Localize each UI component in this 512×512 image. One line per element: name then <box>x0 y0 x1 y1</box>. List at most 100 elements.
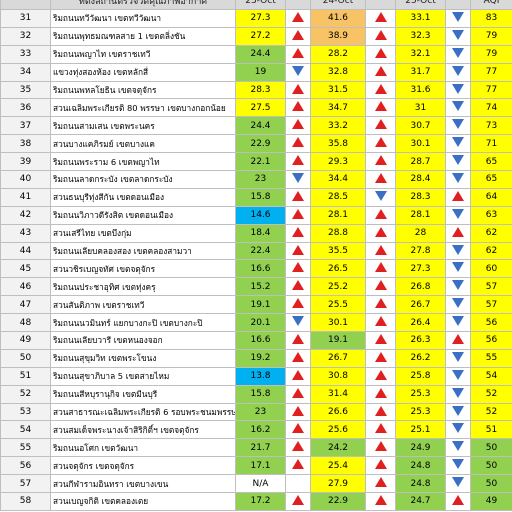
arrow-shape <box>374 244 387 255</box>
trend-cell <box>445 277 471 297</box>
pm-value: 25.8 <box>395 366 446 386</box>
arrow-shape <box>374 101 387 112</box>
location: ริมถนนเลียบคลองสอง เขตคลองสามวา <box>50 241 236 261</box>
row: 41 สวนธนบุรีทุ่งสีกัน เขตดอนเมือง 15.8 28.5… <box>0 187 512 207</box>
trend-cell <box>445 62 471 82</box>
arrow-shape <box>452 423 464 434</box>
arrow-shape <box>292 137 304 148</box>
pm-value: 27.9 <box>310 474 366 494</box>
arrow-down <box>452 262 464 273</box>
arrow-up <box>374 459 387 470</box>
row: 39 ริมถนนพระราม 6 เขตพญาไท 22.1 29.3 28.7 65 <box>0 152 512 172</box>
location: ริมถนนพหลโยธิน เขตจตุจักร <box>50 80 236 100</box>
arrow-up <box>374 387 387 398</box>
arrow-up <box>292 47 304 58</box>
row: 36 สวนเฉลิมพระเกียรติ 80 พรรษา เขตบางกอกน… <box>0 98 512 118</box>
aqi-value: 62 <box>470 223 512 243</box>
pm-value: 30.8 <box>310 366 366 386</box>
arrow-shape <box>374 155 387 166</box>
arrow-up <box>374 333 387 344</box>
trend-cell <box>285 348 311 368</box>
trend-cell <box>365 420 396 440</box>
trend-cell <box>285 116 311 136</box>
row: 52 ริมถนนสีหบุรานุกิจ เขตมีนบุรี 15.8 31.4 2… <box>0 384 512 404</box>
arrow-shape <box>292 208 304 219</box>
aqi-value: 63 <box>470 205 512 225</box>
arrow-shape <box>452 155 464 166</box>
arrow-shape <box>292 494 304 505</box>
arrow-up <box>374 101 387 112</box>
arrow-up <box>292 208 304 219</box>
row: 42 ริมถนนวิภาวดีรังสิต เขตดอนเมือง 14.6 28.… <box>0 205 512 225</box>
trend-cell <box>365 9 396 28</box>
trend-cell <box>285 134 311 154</box>
arrow-shape <box>374 29 387 40</box>
pm-value: 27.3 <box>395 259 446 279</box>
pm-value: 38.9 <box>310 26 366 46</box>
arrow-shape <box>292 172 304 183</box>
arrow-shape <box>452 119 464 130</box>
trend-cell <box>365 348 396 368</box>
arrow-shape <box>374 190 387 201</box>
pm-value: 22.9 <box>310 492 366 511</box>
pm-value: 26.7 <box>395 295 446 315</box>
arrow-up <box>292 298 304 309</box>
arrow-down <box>292 316 304 327</box>
pm-value: 28.3 <box>235 80 286 100</box>
arrow-shape <box>374 262 387 273</box>
trend-cell <box>285 98 311 118</box>
table-body: 31 ริมถนนทวีวัฒนา เขตทวีวัฒนา 27.3 41.6 33.1… <box>0 9 512 511</box>
arrow-shape <box>452 441 464 452</box>
pm-value: 24.4 <box>235 44 286 64</box>
trend-cell <box>445 170 471 189</box>
pm-value: 25.1 <box>395 420 446 440</box>
header-cell: AQI <box>470 0 512 10</box>
trend-cell <box>445 26 471 46</box>
arrow-up <box>374 369 387 380</box>
row-number: 48 <box>0 313 51 333</box>
arrow-down <box>452 244 464 255</box>
arrow-shape <box>374 226 387 237</box>
row-number: 42 <box>0 205 51 225</box>
aqi-value: 60 <box>470 259 512 279</box>
arrow-up <box>374 208 387 219</box>
row: 54 สวนสมเด็จพระนางเจ้าสิริกิติ์ฯ เขตจตุจั… <box>0 420 512 440</box>
trend-cell <box>445 348 471 368</box>
row-number: 50 <box>0 348 51 368</box>
trend-cell <box>365 384 396 404</box>
arrow-up <box>292 405 304 416</box>
row: 32 ริมถนนพุทธมณฑลสาย 1 เขตตลิ่งชัน 27.2 38.… <box>0 26 512 46</box>
trend-cell <box>285 241 311 261</box>
arrow-up <box>292 190 304 201</box>
trend-cell <box>445 44 471 64</box>
location: ริมถนนนวมินทร์ แยกบางกะปิ เขตบางกะปิ <box>50 313 236 333</box>
arrow-shape <box>292 11 304 22</box>
arrow-up <box>292 351 304 362</box>
pm-value: 28.3 <box>395 187 446 207</box>
trend-cell <box>365 80 396 100</box>
aqi-value: 55 <box>470 348 512 368</box>
arrow-shape <box>292 369 304 380</box>
trend-cell <box>365 259 396 279</box>
location: สวนวชิรเบญจทัศ เขตจตุจักร <box>50 259 236 279</box>
arrow-shape <box>292 316 304 327</box>
row-number: 46 <box>0 277 51 297</box>
pm-value: 32.1 <box>395 44 446 64</box>
arrow-shape <box>452 316 464 327</box>
location: ริมถนนพญาไท เขตราชเทวี <box>50 44 236 64</box>
trend-cell <box>285 9 311 28</box>
arrow-shape <box>452 11 464 22</box>
pm-value: 21.7 <box>235 438 286 458</box>
trend-cell <box>285 295 311 315</box>
trend-cell <box>365 474 396 494</box>
pm-value: 13.8 <box>235 366 286 386</box>
arrow-shape <box>374 423 387 434</box>
aqi-value: 73 <box>470 116 512 136</box>
pm-value: 32.8 <box>310 62 366 82</box>
pm-value: 26.3 <box>395 331 446 350</box>
arrow-down <box>452 155 464 166</box>
pm-value: 22.1 <box>235 152 286 172</box>
arrow-up <box>292 83 304 94</box>
location: สวนเสรีไทย เขตบึงกุ่ม <box>50 223 236 243</box>
pm-value: 19 <box>235 62 286 82</box>
